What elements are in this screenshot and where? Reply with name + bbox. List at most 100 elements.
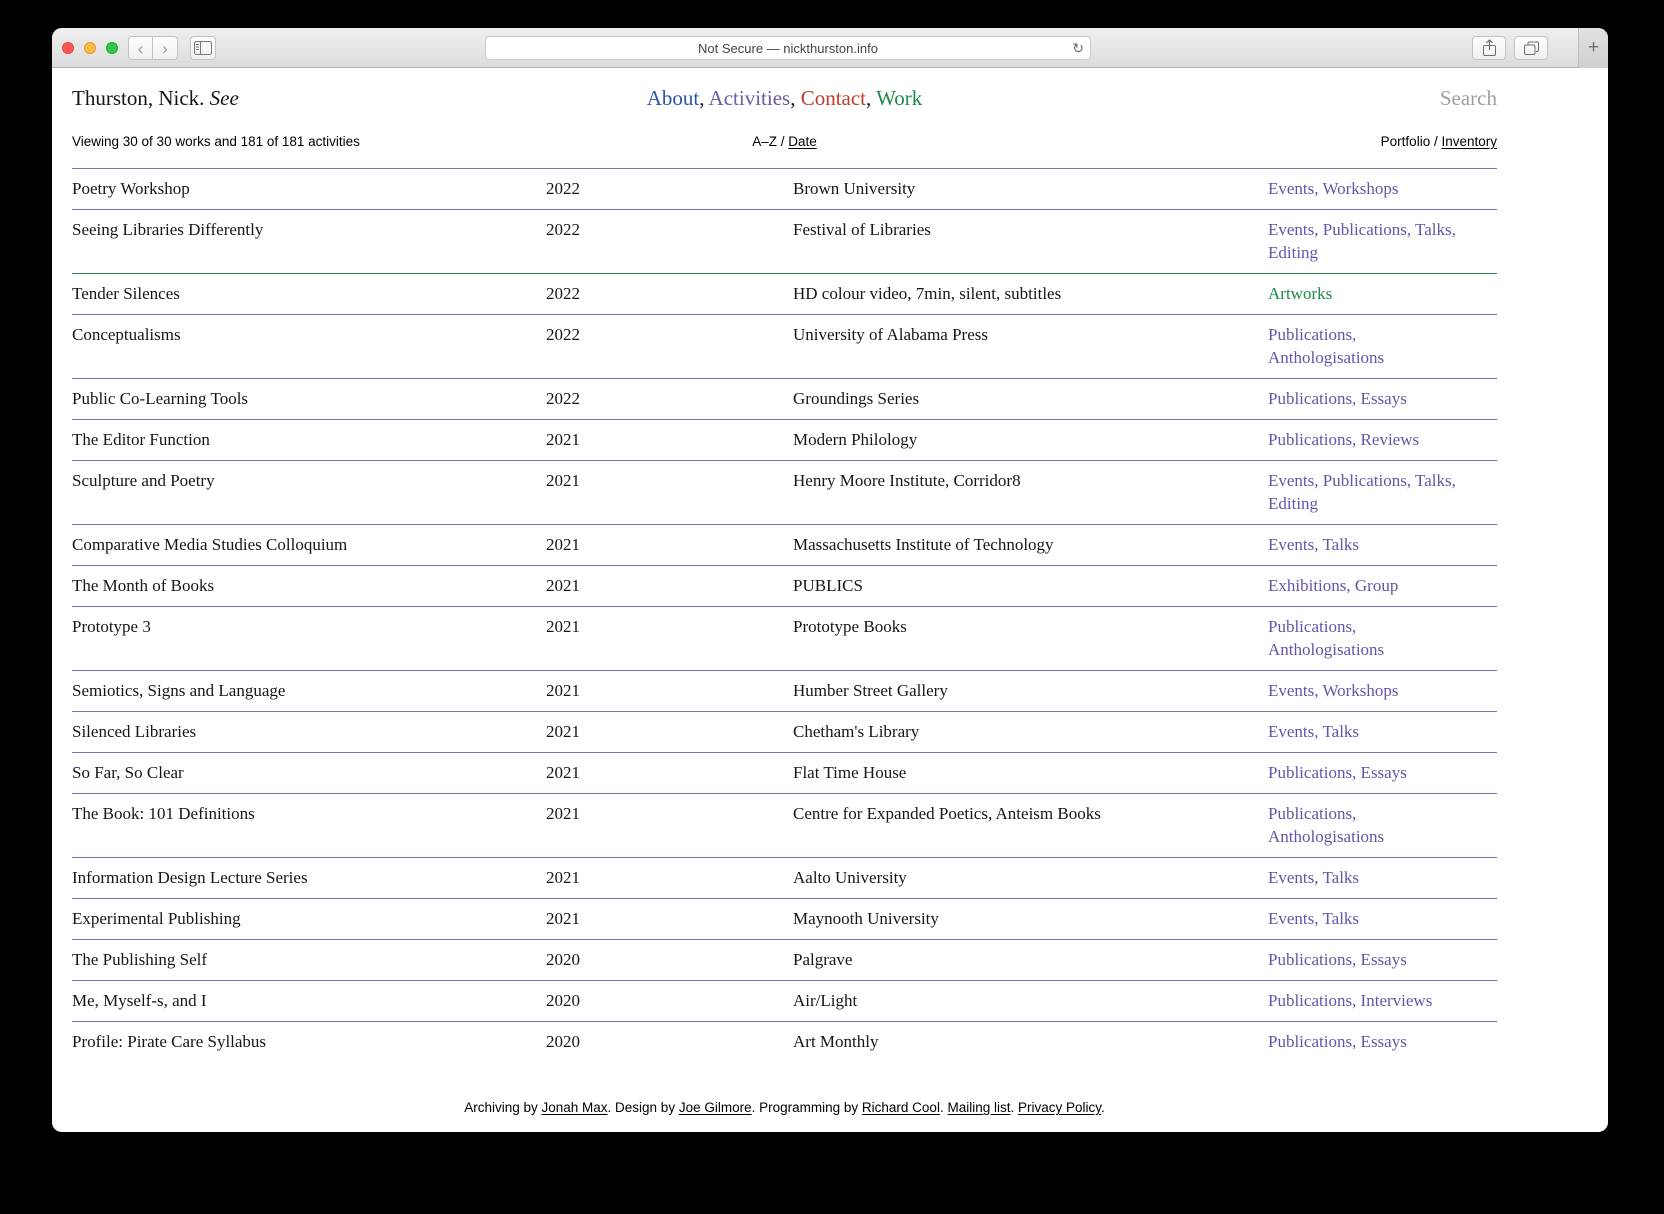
nav-link-contact[interactable]: Contact bbox=[800, 86, 867, 110]
table-row[interactable]: So Far, So Clear 2021 Flat Time House Pu… bbox=[72, 752, 1497, 793]
work-categories[interactable]: Events, Publications, Talks, Editing bbox=[1268, 220, 1456, 262]
footer-text: . Programming by bbox=[751, 1100, 862, 1115]
table-row[interactable]: The Editor Function 2021 Modern Philolog… bbox=[72, 419, 1497, 460]
new-tab-button[interactable]: + bbox=[1578, 28, 1608, 68]
view-separator: / bbox=[1430, 134, 1442, 149]
table-row[interactable]: Seeing Libraries Differently 2022 Festiv… bbox=[72, 209, 1497, 273]
work-categories[interactable]: Events, Publications, Talks, Editing bbox=[1268, 471, 1456, 513]
work-venue: Palgrave bbox=[793, 950, 853, 969]
work-categories[interactable]: Publications, Essays bbox=[1268, 763, 1407, 782]
work-categories[interactable]: Publications, Anthologisations bbox=[1268, 617, 1385, 659]
nav-separator: , bbox=[790, 86, 801, 110]
footer-link[interactable]: Joe Gilmore bbox=[678, 1100, 752, 1115]
view-controls: Portfolio / Inventory bbox=[1097, 134, 1497, 149]
work-title: The Editor Function bbox=[72, 430, 210, 449]
table-row[interactable]: Information Design Lecture Series 2021 A… bbox=[72, 857, 1497, 898]
history-buttons: ‹ › bbox=[128, 36, 178, 60]
table-row[interactable]: The Publishing Self 2020 Palgrave Public… bbox=[72, 939, 1497, 980]
table-row[interactable]: Profile: Pirate Care Syllabus 2020 Art M… bbox=[72, 1021, 1497, 1062]
table-row[interactable]: Tender Silences 2022 HD colour video, 7m… bbox=[72, 273, 1497, 314]
work-title: The Book: 101 Definitions bbox=[72, 804, 255, 823]
main-nav: About, Activities, Contact, Work bbox=[472, 84, 1097, 112]
work-categories[interactable]: Events, Workshops bbox=[1268, 179, 1399, 198]
table-row[interactable]: The Month of Books 2021 PUBLICS Exhibiti… bbox=[72, 565, 1497, 606]
table-row[interactable]: Sculpture and Poetry 2021 Henry Moore In… bbox=[72, 460, 1497, 524]
work-categories[interactable]: Events, Workshops bbox=[1268, 681, 1399, 700]
subheader: Viewing 30 of 30 works and 181 of 181 ac… bbox=[72, 134, 1497, 149]
site-title-italic: See bbox=[209, 86, 239, 110]
portfolio-link[interactable]: Portfolio bbox=[1380, 134, 1431, 149]
work-year: 2021 bbox=[546, 763, 580, 782]
table-row[interactable]: Poetry Workshop 2022 Brown University Ev… bbox=[72, 168, 1497, 209]
work-venue: Maynooth University bbox=[793, 909, 939, 928]
forward-button[interactable]: › bbox=[153, 36, 178, 60]
table-row[interactable]: Silenced Libraries 2021 Chetham's Librar… bbox=[72, 711, 1497, 752]
zoom-button[interactable] bbox=[106, 42, 118, 54]
work-title: Public Co-Learning Tools bbox=[72, 389, 249, 408]
table-row[interactable]: Conceptualisms 2022 University of Alabam… bbox=[72, 314, 1497, 378]
work-categories[interactable]: Publications, Interviews bbox=[1268, 991, 1433, 1010]
site-header: Thurston, Nick. See About, Activities, C… bbox=[72, 84, 1497, 112]
work-title: Experimental Publishing bbox=[72, 909, 241, 928]
back-button[interactable]: ‹ bbox=[128, 36, 153, 60]
sidebar-toggle-button[interactable] bbox=[190, 36, 216, 60]
footer-link[interactable]: Richard Cool bbox=[861, 1100, 940, 1115]
work-year: 2020 bbox=[546, 1032, 580, 1051]
footer-link[interactable]: Privacy Policy bbox=[1018, 1100, 1102, 1115]
work-categories[interactable]: Publications, Essays bbox=[1268, 1032, 1407, 1051]
close-button[interactable] bbox=[62, 42, 74, 54]
table-row[interactable]: Experimental Publishing 2021 Maynooth Un… bbox=[72, 898, 1497, 939]
work-venue: Brown University bbox=[793, 179, 916, 198]
work-categories[interactable]: Publications, Anthologisations bbox=[1268, 325, 1385, 367]
work-categories[interactable]: Publications, Anthologisations bbox=[1268, 804, 1385, 846]
work-year: 2022 bbox=[546, 325, 580, 344]
table-row[interactable]: Comparative Media Studies Colloquium 202… bbox=[72, 524, 1497, 565]
work-venue: PUBLICS bbox=[793, 576, 863, 595]
footer-link[interactable]: Mailing list bbox=[947, 1100, 1011, 1115]
work-venue: Festival of Libraries bbox=[793, 220, 931, 239]
sort-separator: / bbox=[776, 134, 789, 149]
back-chevron-icon: ‹ bbox=[137, 38, 144, 58]
nav-link-about[interactable]: About bbox=[646, 86, 700, 110]
work-categories[interactable]: Events, Talks bbox=[1268, 868, 1360, 887]
work-title: Tender Silences bbox=[72, 284, 180, 303]
work-venue: Air/Light bbox=[793, 991, 858, 1010]
work-title: So Far, So Clear bbox=[72, 763, 184, 782]
table-row[interactable]: Me, Myself-s, and I 2020 Air/Light Publi… bbox=[72, 980, 1497, 1021]
table-row[interactable]: Semiotics, Signs and Language 2021 Humbe… bbox=[72, 670, 1497, 711]
work-categories[interactable]: Events, Talks bbox=[1268, 722, 1360, 741]
site-title[interactable]: Thurston, Nick. See bbox=[72, 84, 472, 112]
reload-icon[interactable]: ↻ bbox=[1072, 40, 1084, 56]
search-link[interactable]: Search bbox=[1439, 86, 1497, 110]
nav-separator: , bbox=[699, 86, 709, 110]
sort-az-link[interactable]: A–Z bbox=[752, 134, 777, 149]
table-row[interactable]: The Book: 101 Definitions 2021 Centre fo… bbox=[72, 793, 1497, 857]
work-categories[interactable]: Events, Talks bbox=[1268, 535, 1360, 554]
nav-link-activities[interactable]: Activities bbox=[708, 86, 791, 110]
minimize-button[interactable] bbox=[84, 42, 96, 54]
table-row[interactable]: Prototype 3 2021 Prototype Books Publica… bbox=[72, 606, 1497, 670]
inventory-link[interactable]: Inventory bbox=[1441, 134, 1497, 149]
footer-text: . Design by bbox=[607, 1100, 679, 1115]
work-venue: Art Monthly bbox=[793, 1032, 879, 1051]
work-title: Comparative Media Studies Colloquium bbox=[72, 535, 348, 554]
work-year: 2021 bbox=[546, 804, 580, 823]
work-year: 2021 bbox=[546, 722, 580, 741]
work-year: 2021 bbox=[546, 471, 580, 490]
work-categories[interactable]: Artworks bbox=[1268, 284, 1333, 303]
work-categories[interactable]: Events, Talks bbox=[1268, 909, 1360, 928]
work-title: Me, Myself-s, and I bbox=[72, 991, 207, 1010]
sort-date-link[interactable]: Date bbox=[788, 134, 817, 149]
nav-link-work[interactable]: Work bbox=[876, 86, 923, 110]
work-year: 2020 bbox=[546, 950, 580, 969]
address-bar[interactable]: Not Secure — nickthurston.info ↻ bbox=[485, 36, 1091, 60]
work-categories[interactable]: Publications, Reviews bbox=[1268, 430, 1420, 449]
footer-link[interactable]: Jonah Max bbox=[541, 1100, 608, 1115]
work-categories[interactable]: Exhibitions, Group bbox=[1268, 576, 1399, 595]
show-all-tabs-button[interactable] bbox=[1514, 36, 1548, 60]
share-button[interactable] bbox=[1472, 36, 1506, 60]
table-row[interactable]: Public Co-Learning Tools 2022 Groundings… bbox=[72, 378, 1497, 419]
work-categories[interactable]: Publications, Essays bbox=[1268, 950, 1407, 969]
work-categories[interactable]: Publications, Essays bbox=[1268, 389, 1407, 408]
footer-credits: Archiving by Jonah Max. Design by Joe Gi… bbox=[72, 1100, 1497, 1115]
